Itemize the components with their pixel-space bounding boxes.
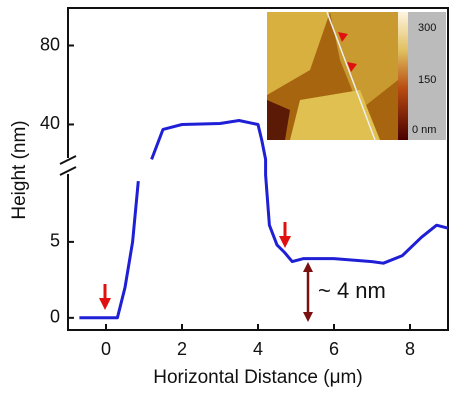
colorbar-label: 0 nm [412, 124, 436, 136]
inset: 300 150 0 nm [267, 12, 446, 140]
colorbar [398, 12, 408, 140]
x-tick-label: 0 [101, 339, 111, 359]
y-axis-label: Height (nm) [9, 120, 30, 219]
page: 300 150 0 nm ~ 4 nm Horizontal Distance … [0, 0, 453, 401]
colorbar-label: 300 [418, 22, 436, 34]
colorbar-label: 150 [418, 74, 436, 86]
x-tick-label: 6 [329, 339, 339, 359]
x-tick-label: 8 [405, 339, 415, 359]
y-tick-label: 40 [40, 113, 60, 133]
arrow [99, 284, 111, 310]
annotation: ~ 4 nm [318, 278, 386, 303]
y-tick-label: 0 [50, 307, 60, 327]
chart: 300 150 0 nm ~ 4 nm Horizontal Distance … [0, 0, 453, 396]
data-line [79, 121, 448, 318]
x-tick-label: 2 [177, 339, 187, 359]
y-tick-label: 80 [40, 34, 60, 54]
arrow [279, 222, 291, 248]
x-axis-label: Horizontal Distance (μm) [153, 367, 362, 388]
y-tick-label: 5 [50, 231, 60, 251]
height-arrow [303, 262, 313, 322]
x-tick-label: 4 [253, 339, 263, 359]
